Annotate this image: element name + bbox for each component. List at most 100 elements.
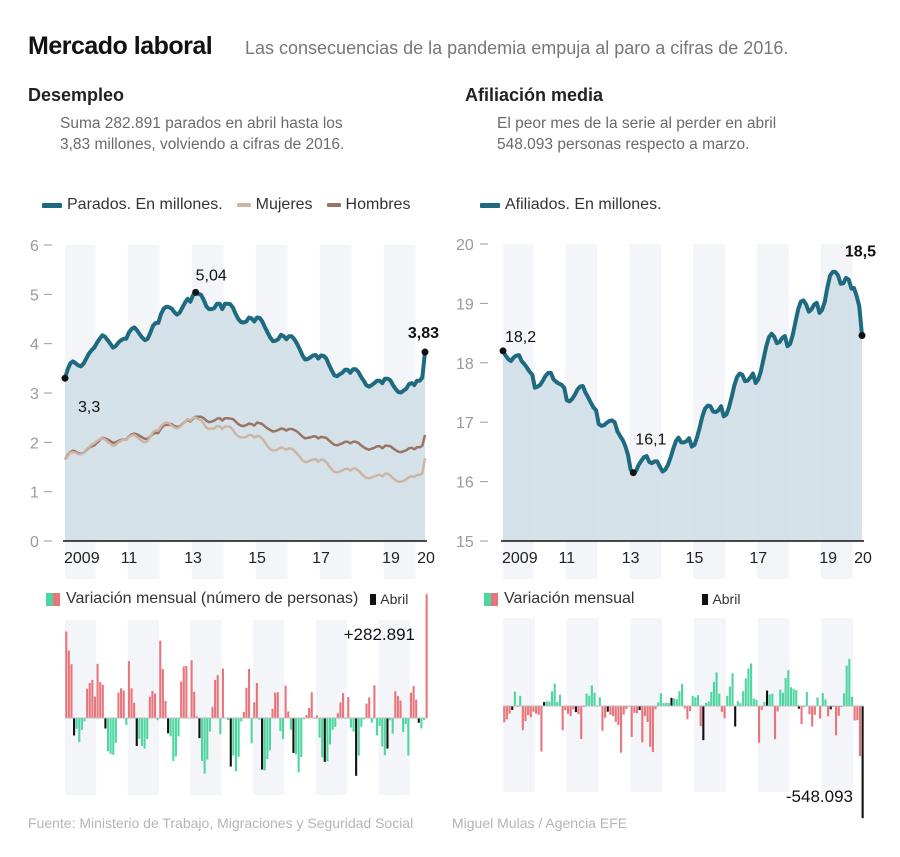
- legend-item-parados: Parados. En millones.: [42, 196, 223, 214]
- legend-swatch-red: [491, 592, 498, 606]
- bar: [117, 692, 120, 718]
- bar: [279, 718, 282, 732]
- bar: [284, 685, 287, 718]
- legend-item-hombres: Hombres: [326, 196, 410, 214]
- page-title: Mercado laboral: [28, 32, 213, 60]
- legend-swatch-april: [370, 593, 377, 605]
- bar: [505, 706, 508, 720]
- annotation-label: 5,04: [196, 267, 227, 284]
- bar: [378, 718, 381, 726]
- bar: [336, 713, 339, 718]
- bar: [816, 697, 819, 706]
- bar: [675, 699, 678, 706]
- x-tick-label: 13: [622, 550, 640, 567]
- bar: [347, 697, 350, 718]
- bar: [281, 718, 285, 739]
- y-tick-label: 4: [30, 337, 39, 354]
- bar: [585, 693, 588, 706]
- bar: [744, 678, 747, 706]
- bar: [138, 718, 141, 739]
- bar-april: [702, 706, 705, 741]
- bar: [662, 703, 665, 706]
- annotation-dot: [629, 469, 637, 477]
- bar: [739, 703, 742, 706]
- bar: [609, 706, 612, 715]
- bar: [78, 718, 81, 743]
- bar: [707, 701, 710, 706]
- bar: [91, 679, 94, 718]
- bar: [174, 718, 177, 757]
- section-title-afiliacion: Afiliación media: [465, 85, 604, 105]
- y-tick-label: 2: [30, 435, 39, 452]
- bar: [219, 718, 222, 735]
- annotation-label: 18,2: [505, 329, 536, 346]
- bar: [164, 700, 167, 718]
- y-tick-label: 1: [30, 485, 39, 502]
- bar: [519, 695, 522, 706]
- bar: [718, 693, 721, 706]
- bar: [580, 706, 583, 739]
- bar: [289, 718, 292, 730]
- bar: [779, 689, 782, 706]
- bar: [720, 706, 723, 712]
- bar: [250, 718, 253, 744]
- legend-label: Afiliados. En millones.: [505, 196, 662, 213]
- bar-april: [261, 718, 264, 770]
- bar: [266, 718, 269, 760]
- bar: [694, 697, 697, 706]
- bar: [604, 706, 607, 718]
- bar: [808, 706, 811, 715]
- bar: [99, 682, 102, 718]
- bar: [633, 706, 636, 713]
- annotation-label: 3,3: [78, 399, 100, 416]
- bar: [130, 688, 133, 719]
- bar: [185, 665, 188, 718]
- bar: [704, 702, 708, 706]
- bar-april: [135, 718, 138, 746]
- legend-label-april: Abril: [380, 591, 409, 607]
- desempleo-description: Suma 282.891 parados en abril hasta los …: [60, 113, 344, 155]
- bar: [553, 683, 556, 706]
- year-band: [378, 620, 410, 795]
- bar: [858, 706, 862, 757]
- bar: [211, 707, 214, 718]
- legend-swatch-mujeres: [236, 203, 251, 207]
- legend-label: Variación mensual: [504, 590, 635, 607]
- bar-april: [167, 718, 170, 734]
- bar: [106, 718, 110, 752]
- bar: [310, 692, 313, 718]
- bar: [177, 718, 180, 737]
- bar: [643, 706, 646, 717]
- afiliacion-description: El peor mes de la serie al perder en abr…: [497, 113, 776, 155]
- bar: [755, 699, 758, 706]
- series-line-mujeres: [64, 416, 427, 484]
- bar: [407, 718, 410, 756]
- bar: [532, 706, 535, 712]
- y-tick-label: 3: [30, 386, 39, 403]
- bar: [625, 706, 628, 710]
- y-tick-label: 19: [456, 296, 474, 313]
- bar: [221, 668, 224, 718]
- bar: [268, 718, 271, 751]
- bar: [564, 706, 567, 711]
- bar: [146, 718, 149, 739]
- legend-swatch-parados: [42, 202, 62, 208]
- y-tick-label: 5: [30, 287, 39, 304]
- bar-april: [355, 718, 358, 776]
- bar: [287, 711, 290, 718]
- bar: [715, 672, 718, 706]
- bar: [133, 702, 136, 718]
- bar: [373, 685, 376, 718]
- bar: [773, 706, 777, 740]
- x-tick-label: 20: [417, 550, 435, 567]
- x-tick-label: 15: [248, 550, 266, 567]
- bar: [93, 696, 97, 718]
- x-tick-label: 13: [184, 550, 202, 567]
- bar: [83, 718, 86, 722]
- bar: [148, 696, 151, 718]
- bar: [389, 718, 392, 721]
- bar: [659, 693, 662, 706]
- bar: [182, 666, 185, 718]
- bar-april: [543, 702, 546, 706]
- page-subtitle: Las consecuencias de la pandemia empuja …: [245, 38, 789, 58]
